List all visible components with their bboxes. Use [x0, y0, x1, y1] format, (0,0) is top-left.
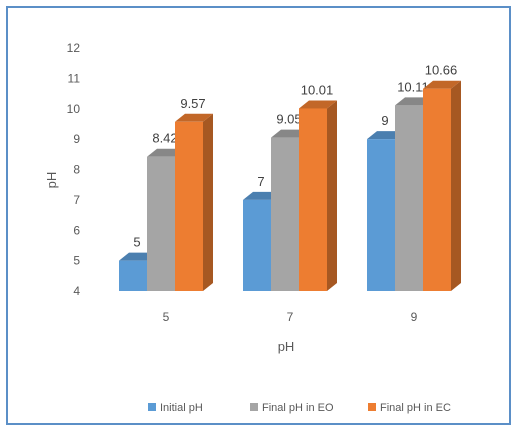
bar-2-1: 10.01 — [299, 82, 337, 291]
data-label: 5 — [133, 235, 140, 250]
data-label: 9.05 — [276, 112, 301, 127]
bar-front — [243, 199, 271, 291]
bar-front — [271, 137, 299, 291]
data-label: 9 — [381, 113, 388, 128]
data-label: 8.42 — [152, 131, 177, 146]
bar-front — [147, 156, 175, 291]
y-tick-label: 9 — [73, 132, 80, 146]
y-tick-label: 8 — [73, 163, 80, 177]
bar-front — [395, 105, 423, 291]
chart-frame: 4 5 6 7 8 9 10 11 12 5 8.42 9.57 7 9.05 10.01 9 10.11 10… — [6, 6, 511, 425]
legend-item: Initial pH — [148, 402, 203, 414]
y-tick-label: 5 — [73, 254, 80, 268]
y-tick-label: 4 — [73, 284, 80, 298]
bar-top — [299, 100, 337, 109]
bar-top — [423, 80, 461, 89]
legend-label: Initial pH — [160, 402, 203, 414]
data-label: 10.01 — [301, 82, 334, 97]
bar-front — [367, 139, 395, 291]
legend-label: Final pH in EO — [262, 402, 334, 414]
legend-swatch — [368, 403, 376, 411]
y-tick-label: 12 — [67, 41, 81, 55]
x-axis-label: pH — [278, 339, 295, 354]
x-tick-label: 7 — [287, 310, 294, 324]
y-tick-label: 7 — [73, 193, 80, 207]
bar-2-0: 9.57 — [175, 96, 213, 291]
bar-front — [175, 121, 203, 291]
data-label: 7 — [257, 174, 264, 189]
bar-1-0: 8.42 — [147, 131, 185, 291]
bar-front — [299, 108, 327, 291]
y-axis-ticks: 4 5 6 7 8 9 10 11 12 — [67, 41, 81, 298]
bar-2-2: 10.66 — [423, 63, 461, 291]
y-tick-label: 10 — [67, 102, 81, 116]
bar-front — [423, 88, 451, 291]
x-tick-label: 5 — [163, 310, 170, 324]
legend-label: Final pH in EC — [380, 402, 451, 414]
bar-side — [451, 80, 461, 291]
legend-item: Final pH in EC — [368, 402, 451, 414]
bar-side — [203, 113, 213, 291]
bar-top — [175, 113, 213, 122]
legend-swatch — [148, 403, 156, 411]
bar-front — [119, 260, 147, 291]
bar-side — [327, 100, 337, 291]
legend: Initial pH Final pH in EO Final pH in EC — [148, 402, 451, 414]
y-axis-label: pH — [44, 172, 59, 189]
x-axis-ticks: 5 7 9 — [163, 310, 418, 324]
data-label: 9.57 — [180, 96, 205, 111]
y-tick-label: 6 — [73, 223, 80, 237]
data-label: 10.11 — [397, 79, 429, 94]
data-label: 10.66 — [425, 63, 458, 78]
y-tick-label: 11 — [68, 71, 81, 85]
legend-item: Final pH in EO — [250, 402, 334, 414]
x-tick-label: 9 — [411, 310, 418, 324]
legend-swatch — [250, 403, 258, 411]
